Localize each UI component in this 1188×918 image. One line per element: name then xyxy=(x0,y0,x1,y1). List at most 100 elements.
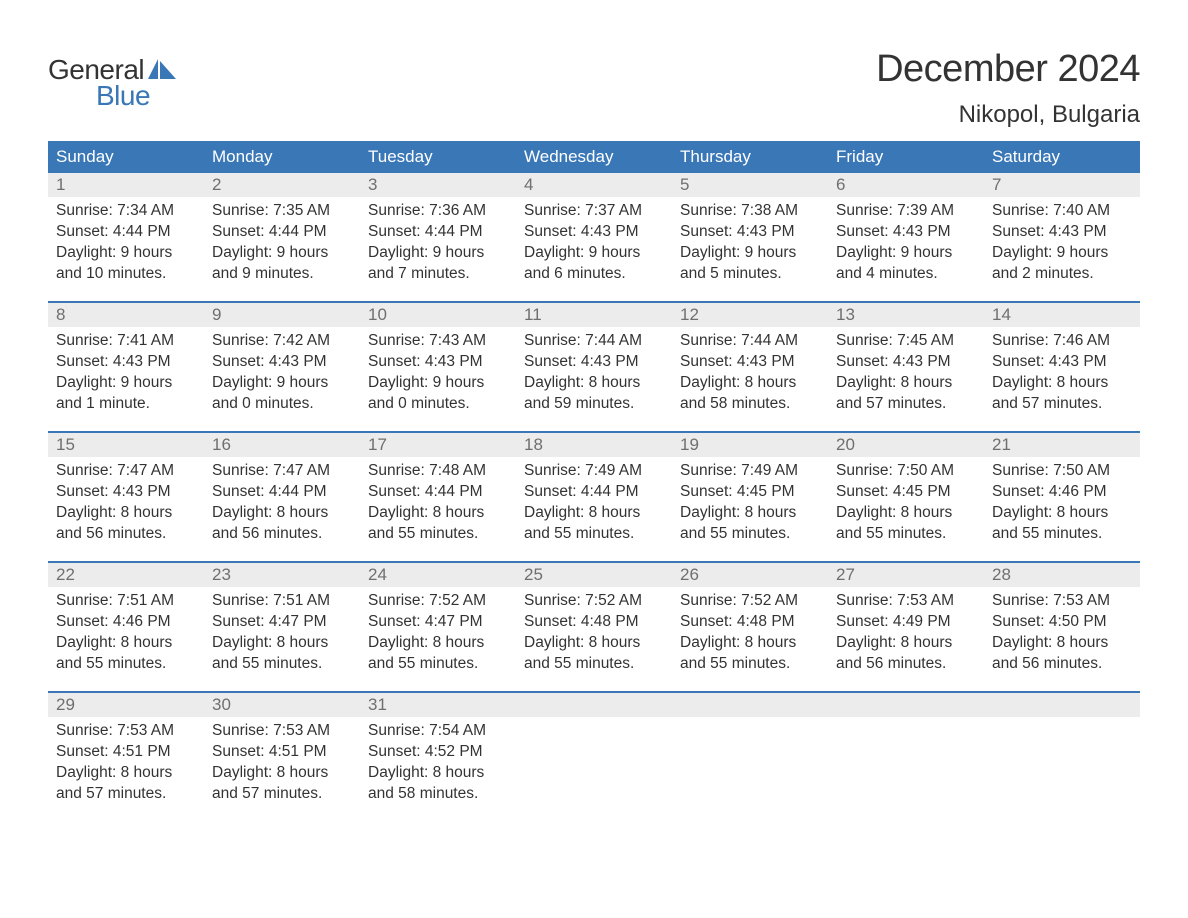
day-number: 1 xyxy=(56,175,65,194)
day-number: 10 xyxy=(368,305,387,324)
day-number-row: 5 xyxy=(672,173,828,197)
day-cell: 16Sunrise: 7:47 AMSunset: 4:44 PMDayligh… xyxy=(204,433,360,561)
sunrise-line: Sunrise: 7:38 AM xyxy=(680,201,820,222)
week-row: 22Sunrise: 7:51 AMSunset: 4:46 PMDayligh… xyxy=(48,561,1140,691)
daylight-line: Daylight: 9 hours and 9 minutes. xyxy=(212,243,352,285)
sunrise-line: Sunrise: 7:51 AM xyxy=(212,591,352,612)
day-cell: 14Sunrise: 7:46 AMSunset: 4:43 PMDayligh… xyxy=(984,303,1140,431)
day-number: 19 xyxy=(680,435,699,454)
day-number: 3 xyxy=(368,175,377,194)
day-number: 12 xyxy=(680,305,699,324)
day-body: Sunrise: 7:53 AMSunset: 4:49 PMDaylight:… xyxy=(828,587,984,675)
day-number-row: 21 xyxy=(984,433,1140,457)
day-number: 8 xyxy=(56,305,65,324)
day-body: Sunrise: 7:44 AMSunset: 4:43 PMDaylight:… xyxy=(516,327,672,415)
day-cell: 26 Sunrise: 7:52 AMSunset: 4:48 PMDayligh… xyxy=(672,563,828,691)
day-number-row: 28 xyxy=(984,563,1140,587)
day-number-row: 8 xyxy=(48,303,204,327)
day-body: Sunrise: 7:51 AMSunset: 4:47 PMDaylight:… xyxy=(204,587,360,675)
sunset-line: Sunset: 4:44 PM xyxy=(56,222,196,243)
daylight-line: Daylight: 8 hours and 58 minutes. xyxy=(680,373,820,415)
daylight-line: Daylight: 8 hours and 55 minutes. xyxy=(524,503,664,545)
day-number-row: 24 xyxy=(360,563,516,587)
sunset-line: Sunset: 4:43 PM xyxy=(836,222,976,243)
sunset-line: Sunset: 4:45 PM xyxy=(836,482,976,503)
day-cell: . xyxy=(828,693,984,821)
sunset-line: Sunset: 4:47 PM xyxy=(368,612,508,633)
day-number-row: 7 xyxy=(984,173,1140,197)
day-number-row: 6 xyxy=(828,173,984,197)
dow-cell: Wednesday xyxy=(516,141,672,173)
day-number: 21 xyxy=(992,435,1011,454)
day-number-row: 1 xyxy=(48,173,204,197)
month-title: December 2024 xyxy=(876,48,1140,91)
day-body: Sunrise: 7:36 AMSunset: 4:44 PMDaylight:… xyxy=(360,197,516,285)
day-number: 31 xyxy=(368,695,387,714)
daylight-line: Daylight: 8 hours and 55 minutes. xyxy=(680,633,820,675)
sunset-line: Sunset: 4:50 PM xyxy=(992,612,1132,633)
day-number: 26 xyxy=(680,565,699,584)
day-cell: 29 Sunrise: 7:53 AMSunset: 4:51 PMDayligh… xyxy=(48,693,204,821)
day-number: 29 xyxy=(56,695,75,714)
day-number-row: 16 xyxy=(204,433,360,457)
day-number: 30 xyxy=(212,695,231,714)
daylight-line: Daylight: 8 hours and 55 minutes. xyxy=(524,633,664,675)
day-number: 28 xyxy=(992,565,1011,584)
sunrise-line: Sunrise: 7:53 AM xyxy=(212,721,352,742)
daylight-line: Daylight: 8 hours and 55 minutes. xyxy=(836,503,976,545)
daylight-line: Daylight: 8 hours and 57 minutes. xyxy=(56,763,196,805)
daylight-line: Daylight: 8 hours and 59 minutes. xyxy=(524,373,664,415)
day-body: Sunrise: 7:49 AMSunset: 4:44 PMDaylight:… xyxy=(516,457,672,545)
sunrise-line: Sunrise: 7:46 AM xyxy=(992,331,1132,352)
day-number: 16 xyxy=(212,435,231,454)
week-row: 1Sunrise: 7:34 AMSunset: 4:44 PMDaylight… xyxy=(48,173,1140,301)
day-number: 9 xyxy=(212,305,221,324)
day-cell: 6Sunrise: 7:39 AMSunset: 4:43 PMDaylight… xyxy=(828,173,984,301)
day-number-row: 19 xyxy=(672,433,828,457)
day-number-row: 26 xyxy=(672,563,828,587)
sunset-line: Sunset: 4:43 PM xyxy=(524,222,664,243)
day-number-row: 9 xyxy=(204,303,360,327)
daylight-line: Daylight: 9 hours and 1 minute. xyxy=(56,373,196,415)
day-body: Sunrise: 7:53 AMSunset: 4:50 PMDaylight:… xyxy=(984,587,1140,675)
week-row: 29Sunrise: 7:53 AMSunset: 4:51 PMDayligh… xyxy=(48,691,1140,821)
day-cell: 11 Sunrise: 7:44 AMSunset: 4:43 PMDayligh… xyxy=(516,303,672,431)
daylight-line: Daylight: 9 hours and 0 minutes. xyxy=(212,373,352,415)
sunset-line: Sunset: 4:51 PM xyxy=(212,742,352,763)
sunrise-line: Sunrise: 7:42 AM xyxy=(212,331,352,352)
calendar: SundayMondayTuesdayWednesdayThursdayFrid… xyxy=(48,141,1140,821)
sunset-line: Sunset: 4:43 PM xyxy=(992,352,1132,373)
day-number: 5 xyxy=(680,175,689,194)
sunrise-line: Sunrise: 7:52 AM xyxy=(680,591,820,612)
day-body: Sunrise: 7:51 AMSunset: 4:46 PMDaylight:… xyxy=(48,587,204,675)
day-body: Sunrise: 7:53 AMSunset: 4:51 PMDaylight:… xyxy=(204,717,360,805)
day-cell: . xyxy=(516,693,672,821)
daylight-line: Daylight: 9 hours and 6 minutes. xyxy=(524,243,664,285)
day-body: Sunrise: 7:35 AMSunset: 4:44 PMDaylight:… xyxy=(204,197,360,285)
day-number-row: 31 xyxy=(360,693,516,717)
sunrise-line: Sunrise: 7:50 AM xyxy=(836,461,976,482)
daylight-line: Daylight: 8 hours and 56 minutes. xyxy=(992,633,1132,675)
daylight-line: Daylight: 8 hours and 56 minutes. xyxy=(212,503,352,545)
day-cell: 18Sunrise: 7:49 AMSunset: 4:44 PMDayligh… xyxy=(516,433,672,561)
day-number: 11 xyxy=(524,305,542,324)
sunset-line: Sunset: 4:43 PM xyxy=(992,222,1132,243)
day-body: Sunrise: 7:53 AMSunset: 4:51 PMDaylight:… xyxy=(48,717,204,805)
sunset-line: Sunset: 4:43 PM xyxy=(524,352,664,373)
flag-icon xyxy=(148,59,176,84)
day-number: 2 xyxy=(212,175,221,194)
sunset-line: Sunset: 4:52 PM xyxy=(368,742,508,763)
day-body: Sunrise: 7:50 AMSunset: 4:46 PMDaylight:… xyxy=(984,457,1140,545)
sunset-line: Sunset: 4:49 PM xyxy=(836,612,976,633)
day-number: 15 xyxy=(56,435,75,454)
sunrise-line: Sunrise: 7:51 AM xyxy=(56,591,196,612)
sunset-line: Sunset: 4:48 PM xyxy=(524,612,664,633)
sunrise-line: Sunrise: 7:39 AM xyxy=(836,201,976,222)
day-cell: 22Sunrise: 7:51 AMSunset: 4:46 PMDayligh… xyxy=(48,563,204,691)
sunrise-line: Sunrise: 7:36 AM xyxy=(368,201,508,222)
day-body: Sunrise: 7:48 AMSunset: 4:44 PMDaylight:… xyxy=(360,457,516,545)
sunrise-line: Sunrise: 7:47 AM xyxy=(56,461,196,482)
sunset-line: Sunset: 4:46 PM xyxy=(992,482,1132,503)
sunset-line: Sunset: 4:44 PM xyxy=(212,482,352,503)
day-body: Sunrise: 7:52 AMSunset: 4:48 PMDaylight:… xyxy=(672,587,828,675)
